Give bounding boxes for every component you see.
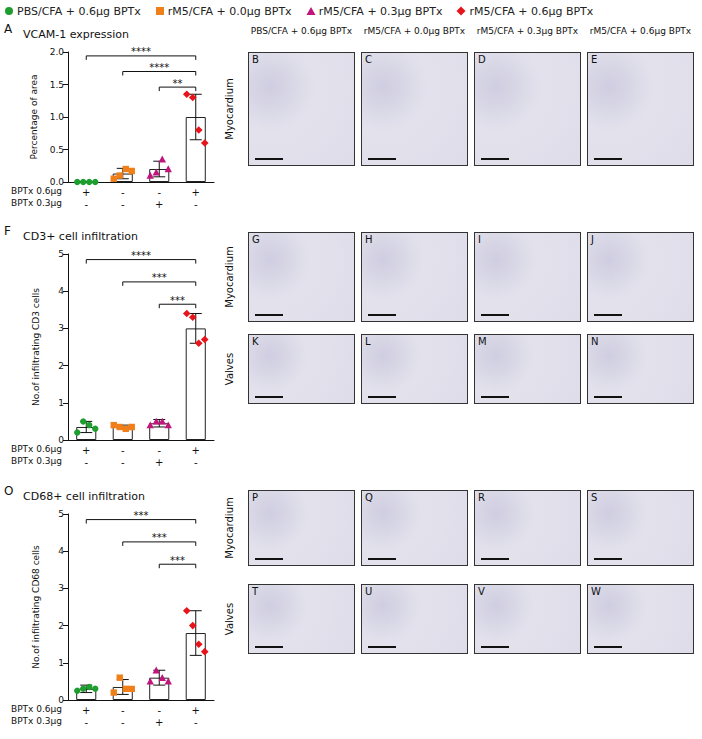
svg-text:***: *** (152, 532, 167, 543)
svg-text:1.0: 1.0 (50, 112, 65, 122)
html-text:rM5/CFA + 0.3µg BPTx: rM5/CFA + 0.3µg BPTx (476, 26, 579, 36)
svg-text:+: + (192, 445, 200, 456)
html-text:T: T (252, 586, 259, 597)
svg-text:F: F (4, 224, 11, 238)
html-text:rM5/CFA + 0.0µg BPTx: rM5/CFA + 0.0µg BPTx (363, 26, 466, 36)
svg-text:-: - (121, 705, 125, 716)
html-text:M: M (478, 336, 487, 347)
html-text:Valves: Valves (224, 352, 235, 386)
svg-text:****: **** (149, 62, 169, 73)
svg-text:***: *** (170, 295, 185, 306)
svg-text:4: 4 (58, 546, 64, 556)
svg-text:-: - (194, 199, 198, 210)
svg-text:No.of infiltrating CD3 cells: No.of infiltrating CD3 cells (31, 288, 41, 406)
svg-text:BPTx 0.3µg: BPTx 0.3µg (11, 456, 62, 466)
svg-text:5: 5 (58, 509, 64, 519)
svg-text:-: - (121, 457, 125, 468)
svg-text:O: O (4, 484, 13, 498)
svg-text:+: + (155, 717, 163, 728)
svg-text:CD3+ cell infiltration: CD3+ cell infiltration (23, 230, 138, 243)
html-text:PBS/CFA + 0.6µg BPTx: PBS/CFA + 0.6µg BPTx (250, 26, 353, 36)
svg-text:-: - (84, 199, 88, 210)
html-text:B: B (252, 54, 259, 65)
html-text:S: S (591, 492, 598, 503)
svg-text:+: + (82, 445, 90, 456)
html-text:Myocardium: Myocardium (224, 78, 235, 140)
svg-text:+: + (192, 187, 200, 198)
html-text:C: C (365, 54, 372, 65)
svg-text:-: - (121, 199, 125, 210)
svg-text:0: 0 (58, 695, 64, 705)
html-text:P: P (252, 492, 258, 503)
svg-text:**: ** (173, 78, 183, 89)
svg-text:3: 3 (58, 583, 64, 593)
svg-text:-: - (84, 457, 88, 468)
html-text:Q: Q (365, 492, 373, 503)
html-text:K: K (252, 336, 259, 347)
svg-text:+: + (82, 705, 90, 716)
svg-text:***: *** (134, 510, 149, 521)
svg-text:0: 0 (58, 435, 64, 445)
html-text:L: L (365, 336, 371, 347)
svg-text:****: **** (131, 250, 151, 261)
svg-text:0.5: 0.5 (50, 145, 64, 155)
html-text:J: J (591, 234, 594, 245)
svg-text:A: A (4, 22, 13, 36)
svg-text:-: - (121, 187, 125, 198)
svg-text:+: + (155, 199, 163, 210)
html-text:Valves: Valves (224, 602, 235, 636)
svg-text:2: 2 (58, 621, 64, 631)
svg-text:-: - (121, 717, 125, 728)
svg-text:4: 4 (58, 286, 64, 296)
svg-text:-: - (157, 705, 161, 716)
svg-text:0.0: 0.0 (50, 177, 65, 187)
html-text:rM5/CFA + 0.6µg BPTx: rM5/CFA + 0.6µg BPTx (589, 26, 692, 36)
svg-text:BPTx 0.6µg: BPTx 0.6µg (11, 186, 62, 196)
svg-text:No.of infiltrating CD68 cells: No.of infiltrating CD68 cells (31, 545, 41, 669)
svg-text:+: + (82, 187, 90, 198)
svg-text:1: 1 (58, 398, 64, 408)
html-text:V: V (478, 586, 485, 597)
svg-text:-: - (157, 445, 161, 456)
html-text:H: H (365, 234, 373, 245)
svg-text:5: 5 (58, 249, 64, 259)
svg-text:2: 2 (58, 361, 64, 371)
svg-text:3: 3 (58, 323, 64, 333)
svg-text:-: - (194, 717, 198, 728)
svg-text:BPTx 0.3µg: BPTx 0.3µg (11, 198, 62, 208)
html-text:R: R (478, 492, 485, 503)
svg-text:-: - (194, 457, 198, 468)
html-text:E: E (591, 54, 598, 65)
html-text:D: D (478, 54, 486, 65)
svg-text:****: **** (131, 46, 151, 57)
html-text:U: U (365, 586, 373, 597)
svg-text:Percentage of area: Percentage of area (29, 74, 39, 159)
svg-text:1: 1 (58, 658, 64, 668)
html-text:Myocardium: Myocardium (224, 246, 235, 308)
svg-text:CD68+ cell infiltration: CD68+ cell infiltration (23, 490, 145, 503)
html-text:PBS/CFA + 0.6µg BPTx: PBS/CFA + 0.6µg BPTx (17, 4, 141, 18)
svg-text:+: + (155, 457, 163, 468)
svg-text:VCAM-1 expression: VCAM-1 expression (23, 28, 129, 41)
html-text:rM5/CFA + 0.0µg BPTx: rM5/CFA + 0.0µg BPTx (167, 4, 292, 18)
svg-text:BPTx 0.3µg: BPTx 0.3µg (11, 716, 62, 726)
html-text:I: I (478, 234, 481, 245)
html-text:W: W (591, 586, 601, 597)
svg-text:BPTx 0.6µg: BPTx 0.6µg (11, 704, 62, 714)
svg-text:***: *** (170, 555, 185, 566)
svg-text:-: - (121, 445, 125, 456)
svg-text:BPTx 0.6µg: BPTx 0.6µg (11, 444, 62, 454)
html-text:N: N (591, 336, 599, 347)
svg-text:-: - (157, 187, 161, 198)
svg-text:+: + (192, 705, 200, 716)
html-text:Myocardium: Myocardium (224, 497, 235, 559)
html-text:rM5/CFA + 0.6µg BPTx: rM5/CFA + 0.6µg BPTx (469, 4, 594, 18)
svg-text:1.5: 1.5 (50, 80, 64, 90)
svg-text:***: *** (152, 272, 167, 283)
html-text:rM5/CFA + 0.3µg BPTx: rM5/CFA + 0.3µg BPTx (318, 4, 443, 18)
html-text:G: G (252, 234, 260, 245)
svg-text:2.0: 2.0 (50, 47, 65, 57)
svg-text:-: - (84, 717, 88, 728)
